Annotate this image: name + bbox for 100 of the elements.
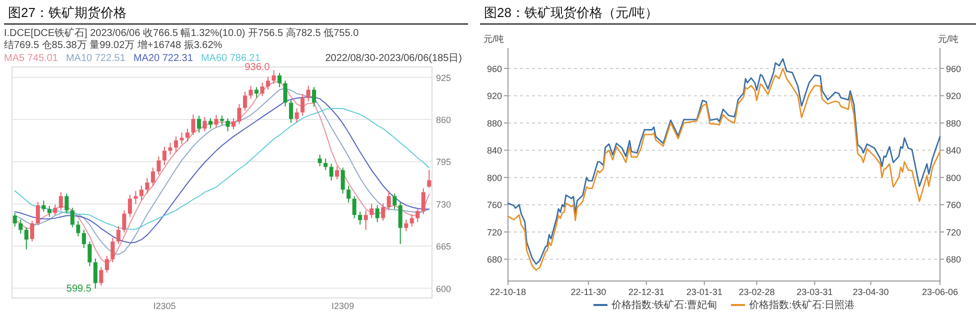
candlestick bbox=[237, 103, 242, 125]
candlestick bbox=[162, 146, 166, 166]
candlestick bbox=[404, 218, 408, 232]
candlestick bbox=[312, 86, 316, 108]
candlestick bbox=[70, 207, 74, 228]
candlestick bbox=[352, 196, 356, 219]
y2-tick-label: 840 bbox=[946, 146, 962, 156]
x-tick-label: 23-02-28 bbox=[738, 287, 775, 297]
annotation: 599.5 bbox=[66, 284, 92, 295]
text: MA60 786.21 bbox=[200, 53, 261, 64]
candlestick bbox=[99, 266, 104, 286]
candlestick bbox=[243, 91, 248, 111]
y-tick-label: 920 bbox=[486, 91, 502, 102]
y-tick-label: 960 bbox=[486, 64, 502, 74]
x-tick-label: 22-12-31 bbox=[628, 287, 664, 297]
candlestick bbox=[93, 258, 98, 290]
candlestick bbox=[139, 185, 144, 201]
candlestick bbox=[260, 82, 264, 97]
candlestick bbox=[300, 94, 305, 116]
candlestick bbox=[375, 204, 380, 223]
candlestick bbox=[42, 200, 46, 212]
annotation: 936.0 bbox=[244, 62, 270, 74]
x-tick-label: 23-01-31 bbox=[686, 287, 722, 297]
text: I.DCE[DCE铁矿石] 2023/06/06 收766.5 幅1.32%(10.0) 开756.5 高782.5 低755.0 bbox=[4, 27, 360, 39]
candlestick bbox=[180, 132, 184, 145]
candlestick bbox=[410, 214, 414, 228]
candlestick bbox=[150, 167, 155, 186]
candlestick bbox=[386, 190, 391, 211]
candlestick bbox=[294, 108, 299, 123]
candlestick bbox=[306, 85, 310, 102]
y-tick-label: 600 bbox=[436, 284, 452, 294]
candlestick bbox=[392, 193, 397, 210]
x-tick-label: 23-04-30 bbox=[852, 287, 889, 297]
y-tick-label: 840 bbox=[486, 146, 502, 156]
candlestick bbox=[278, 72, 282, 88]
candlestick bbox=[191, 114, 196, 136]
candlestick bbox=[30, 220, 34, 242]
candlestick bbox=[346, 185, 351, 204]
candlestick bbox=[427, 169, 432, 188]
text: MA5 745.01 bbox=[4, 53, 58, 64]
candlestick bbox=[272, 70, 276, 84]
candlestick bbox=[226, 118, 230, 132]
candlestick bbox=[12, 212, 17, 228]
x-tick-label: I2309 bbox=[332, 301, 354, 311]
chart-title: 图28：铁矿现货价格（元/吨） bbox=[484, 5, 658, 20]
candlestick bbox=[196, 115, 201, 134]
x-tick-label: 22-10-18 bbox=[490, 287, 526, 297]
y-axis-title: 元/吨 bbox=[483, 34, 504, 44]
y2-tick-label: 920 bbox=[946, 91, 962, 102]
candlestick bbox=[329, 163, 334, 182]
candlestick bbox=[324, 158, 328, 171]
x-tick-label: I2305 bbox=[153, 301, 176, 311]
text: 2022/08/30-2023/06/06(185日) bbox=[325, 53, 462, 64]
candlestick bbox=[128, 194, 132, 218]
y2-tick-label: 880 bbox=[946, 118, 962, 128]
y2-axis-title: 元/吨 bbox=[938, 34, 959, 44]
candlestick bbox=[64, 193, 69, 214]
text: MA10 722.51 bbox=[66, 53, 126, 64]
text: 结769.5 仓85.38万 量99.02万 增+16748 振3.62% bbox=[4, 39, 222, 51]
candlestick bbox=[266, 76, 270, 90]
candlestick bbox=[145, 177, 150, 194]
chart-title: 图27：铁矿期货价格 bbox=[8, 5, 126, 20]
candlestick bbox=[214, 114, 218, 128]
candlestick bbox=[122, 210, 126, 233]
line-series bbox=[14, 108, 430, 230]
y-tick-label: 795 bbox=[436, 157, 452, 168]
candlestick bbox=[134, 190, 138, 204]
candlestick bbox=[340, 167, 345, 194]
y-tick-label: 800 bbox=[486, 172, 502, 183]
y-tick-label: 680 bbox=[486, 254, 502, 265]
candlestick bbox=[370, 203, 374, 219]
candlestick bbox=[168, 142, 172, 156]
legend-label: 价格指数:铁矿石:曹妃甸 bbox=[610, 299, 717, 311]
candlestick bbox=[88, 241, 92, 267]
candlestick bbox=[318, 154, 322, 167]
candlestick bbox=[254, 86, 259, 98]
candlestick bbox=[47, 205, 52, 218]
candlestick bbox=[208, 118, 213, 130]
y-tick-label: 925 bbox=[436, 72, 452, 83]
candlestick bbox=[381, 202, 386, 222]
candlestick bbox=[82, 229, 86, 249]
y-tick-label: 720 bbox=[486, 227, 502, 238]
candlestick bbox=[364, 210, 368, 230]
y-tick-label: 860 bbox=[436, 115, 452, 126]
y2-tick-label: 720 bbox=[946, 227, 962, 238]
candlestick bbox=[416, 207, 420, 223]
x-tick-label: 23-06-06 bbox=[922, 287, 958, 297]
candlestick bbox=[110, 237, 115, 263]
y2-tick-label: 760 bbox=[946, 200, 962, 210]
candlestick bbox=[76, 220, 80, 237]
candlestick bbox=[220, 115, 224, 126]
y-tick-label: 665 bbox=[436, 242, 452, 252]
candlestick bbox=[104, 255, 109, 274]
y2-tick-label: 680 bbox=[946, 254, 962, 265]
candlestick bbox=[231, 118, 236, 130]
candlestick bbox=[58, 192, 63, 211]
candlestick bbox=[358, 211, 362, 226]
candlestick bbox=[421, 188, 426, 215]
candlestick bbox=[156, 156, 161, 176]
candlestick bbox=[116, 225, 120, 245]
